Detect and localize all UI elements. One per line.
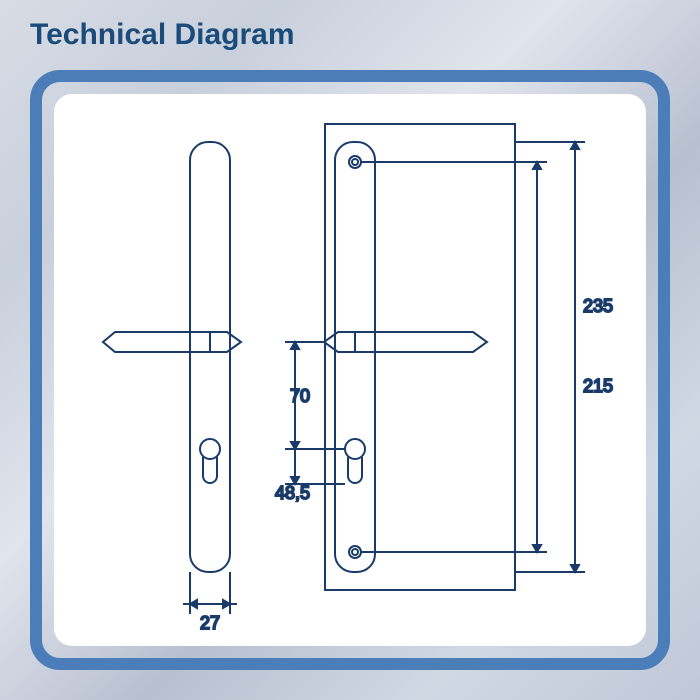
dim-label-235: 235	[583, 296, 613, 316]
dim-label-215: 215	[583, 376, 613, 396]
left-plate-view	[103, 142, 241, 572]
dim-width-27	[183, 572, 237, 614]
dim-label-485: 48,5	[275, 483, 310, 503]
keyhole-right	[345, 439, 365, 483]
page-title: Technical Diagram	[30, 18, 295, 52]
dim-label-70: 70	[290, 386, 310, 406]
dim-label-27: 27	[200, 613, 220, 633]
technical-diagram-svg: 27	[54, 94, 646, 646]
right-plate-view	[324, 124, 515, 590]
dim-215	[361, 162, 547, 552]
dim-235	[515, 142, 585, 572]
keyhole-left	[200, 439, 220, 483]
diagram-frame: 27	[30, 70, 670, 670]
diagram-panel: 27	[54, 94, 646, 646]
handle-left	[103, 332, 241, 352]
handle-right	[324, 332, 487, 352]
